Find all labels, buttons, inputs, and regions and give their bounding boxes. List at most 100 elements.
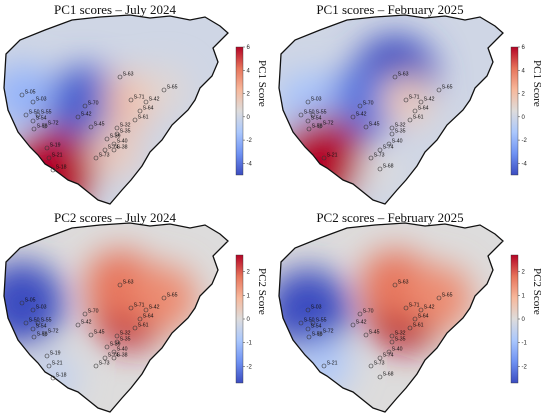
colorbar-tick-label: 1 — [247, 293, 251, 299]
colorbar — [510, 46, 519, 176]
site-marker — [31, 126, 37, 132]
colorbar-tick-label: -4 — [522, 161, 528, 167]
site-label: S-45 — [94, 122, 105, 128]
site-marker — [111, 349, 117, 355]
site-marker — [30, 307, 36, 313]
site-label: S-05 — [25, 298, 36, 304]
site-label: S-50 — [304, 318, 315, 324]
site-label: S-03 — [36, 305, 47, 311]
site-label: S-71 — [409, 303, 420, 309]
site-marker — [317, 331, 323, 337]
hotspot-s-71 — [380, 74, 432, 126]
site-marker — [75, 322, 81, 328]
site-marker — [321, 363, 327, 369]
site-marker — [407, 325, 413, 331]
site-marker — [137, 108, 143, 114]
site-marker — [117, 282, 123, 288]
site-marker — [88, 332, 94, 338]
colorbar-label: PC2 Score — [531, 268, 543, 315]
site-marker — [93, 363, 99, 369]
site-label: S-64 — [143, 314, 154, 320]
site-marker — [363, 332, 369, 338]
site-marker — [23, 320, 29, 326]
site-label: S-72 — [48, 329, 59, 335]
site-marker — [42, 331, 48, 337]
site-label: S-54 — [36, 116, 47, 122]
site-label: S-64 — [418, 314, 429, 320]
site-marker — [88, 124, 94, 130]
colorbar-tick-label: 2 — [522, 270, 526, 276]
site-label: S-40 — [392, 347, 403, 353]
site-label: S-54 — [311, 116, 322, 122]
site-label: S-71 — [134, 95, 145, 101]
site-marker — [46, 363, 52, 369]
site-marker — [436, 295, 442, 301]
site-label: S-21 — [52, 153, 63, 159]
site-label: S-74 — [108, 145, 119, 151]
colorbar — [510, 254, 519, 384]
site-marker — [350, 114, 356, 120]
site-label: S-32 — [395, 331, 406, 337]
colorbar-tick-label: 2 — [247, 270, 251, 276]
site-label: S-72 — [48, 121, 59, 127]
site-label: S-35 — [120, 129, 131, 135]
colorbar-tick-label: -4 — [247, 161, 253, 167]
site-marker — [412, 108, 418, 114]
site-marker — [377, 166, 383, 172]
site-label: S-56 — [37, 124, 48, 130]
site-marker — [117, 74, 123, 80]
colorbar-label: PC1 Score — [256, 60, 268, 107]
hotspot-s-05 — [4, 261, 64, 345]
map-canvas: S-05S-03 S-50 S-55S-54 S-42 S-56 S-72 S-70 S-63… — [3, 222, 253, 413]
site-label: S-65 — [442, 293, 453, 299]
site-label: S-56 — [312, 332, 323, 338]
colorbar-tick-label: -2 — [247, 138, 253, 144]
site-marker — [161, 295, 167, 301]
study-area-boundary — [3, 222, 229, 413]
site-label: S-74 — [108, 353, 119, 359]
colorbar-tick-label: -1 — [247, 341, 253, 347]
site-label: S-32 — [395, 123, 406, 129]
site-label: S-68 — [383, 164, 394, 170]
site-label: S-61 — [138, 115, 149, 121]
site-label: S-70 — [363, 309, 374, 315]
colorbar-tick-label: 0 — [522, 317, 526, 323]
site-label: S-35 — [120, 337, 131, 343]
colorbar-tick-label: 0 — [247, 115, 251, 121]
panel-title: PC2 scores – February 2025 — [316, 210, 464, 225]
site-marker — [357, 103, 363, 109]
site-marker — [386, 141, 392, 147]
colorbar-tick-label: 6 — [522, 45, 526, 51]
site-marker — [407, 117, 413, 123]
site-label: S-42 — [149, 305, 160, 311]
site-marker — [75, 114, 81, 120]
hotspot-s-65 — [405, 264, 473, 332]
hotspot-s-21 — [296, 338, 352, 394]
colorbar-tick-label: -2 — [247, 364, 253, 370]
site-label: S-21 — [327, 361, 338, 367]
site-label: S-39 — [110, 342, 121, 348]
panel-title: PC1 scores – February 2025 — [316, 2, 464, 17]
interpolated-surface — [279, 223, 503, 412]
hotspot-s-65 — [130, 264, 198, 332]
site-marker — [102, 355, 108, 361]
hotspot-s-38 — [88, 124, 140, 176]
site-label: S-65 — [167, 293, 178, 299]
site-label: S-45 — [369, 122, 380, 128]
site-label: S-65 — [442, 85, 453, 91]
site-marker — [392, 282, 398, 288]
site-marker — [114, 333, 120, 339]
site-label: S-61 — [138, 323, 149, 329]
site-marker — [377, 374, 383, 380]
site-marker — [128, 97, 134, 103]
colorbar-label: PC1 Score — [531, 60, 543, 107]
site-label: S-42 — [81, 320, 92, 326]
site-label: S-42 — [356, 112, 367, 118]
site-label: S-70 — [88, 309, 99, 315]
site-marker — [350, 322, 356, 328]
site-marker — [143, 99, 149, 105]
interpolated-surface — [4, 15, 228, 204]
site-label: S-40 — [117, 347, 128, 353]
site-marker — [93, 155, 99, 161]
site-marker — [305, 307, 311, 313]
